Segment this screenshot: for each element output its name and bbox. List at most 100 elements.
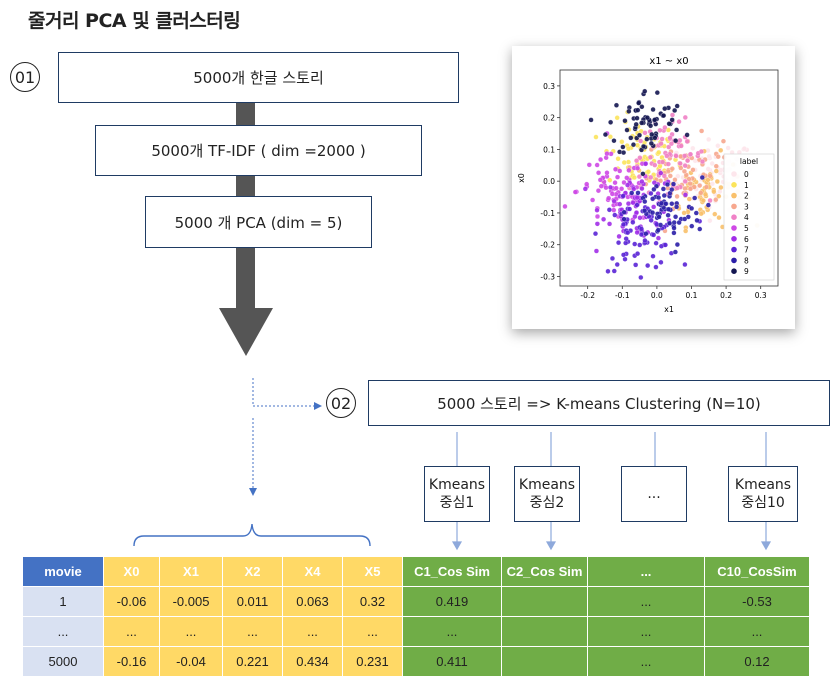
scatter-point	[633, 262, 639, 268]
legend-entry: 4	[744, 213, 749, 222]
scatter-point	[668, 141, 674, 147]
scatter-point	[625, 182, 631, 188]
scatter-point	[682, 216, 688, 222]
scatter-point	[635, 251, 641, 257]
legend-title: label	[740, 157, 758, 166]
cell-x2: ...	[222, 616, 283, 647]
scatter-point	[698, 148, 705, 155]
scatter-point	[676, 119, 682, 125]
cell-c1: ...	[402, 616, 502, 647]
scatter-point	[652, 117, 658, 123]
scatter-point	[662, 106, 668, 112]
scatter-point	[650, 253, 656, 259]
header-ellipsis: ...	[587, 556, 705, 587]
scatter-point	[645, 169, 651, 175]
scatter-point	[607, 134, 613, 140]
scatter-point	[713, 163, 719, 169]
scatter-point	[631, 174, 637, 181]
header-c2: C2_Cos Sim	[501, 556, 588, 587]
scatter-point	[616, 233, 622, 239]
scatter-point	[643, 231, 649, 237]
scatter-point	[712, 211, 718, 217]
scatter-point	[649, 131, 655, 138]
scatter-point	[607, 184, 614, 190]
scatter-point	[627, 206, 633, 212]
scatter-point	[648, 123, 654, 129]
scatter-point	[674, 127, 680, 133]
scatter-point	[648, 140, 654, 146]
scatter-point	[669, 112, 676, 118]
scatter-point	[619, 186, 625, 192]
scatter-point	[584, 181, 590, 187]
scatter-point	[611, 138, 617, 144]
scatter-point	[658, 200, 664, 206]
step-2-number: 02	[326, 388, 356, 418]
scatter-point	[673, 153, 679, 159]
center-ellipsis-text: ...	[647, 486, 661, 502]
scatter-point	[686, 176, 692, 182]
scatter-point	[709, 160, 715, 167]
scatter-point	[705, 177, 711, 183]
scatter-point	[604, 170, 610, 176]
legend-marker	[731, 214, 737, 220]
scatter-point	[672, 177, 678, 183]
x-tick-label: -0.1	[615, 291, 630, 300]
scatter-point	[617, 168, 623, 174]
scatter-point	[658, 222, 664, 228]
scatter-point	[706, 153, 712, 159]
scatter-point	[625, 201, 632, 207]
scatter-point	[673, 214, 679, 220]
header-x0: X0	[103, 556, 160, 587]
scatter-point	[693, 210, 699, 216]
scatter-point	[674, 242, 680, 248]
scatter-point	[592, 231, 599, 237]
scatter-point	[674, 204, 680, 210]
scatter-point	[655, 235, 661, 241]
scatter-point	[614, 174, 621, 180]
cell-x1: -0.04	[159, 646, 223, 677]
x-axis-label: x1	[664, 305, 674, 314]
scatter-point	[694, 217, 700, 223]
scatter-point	[661, 173, 667, 179]
scatter-point	[674, 185, 680, 191]
scatter-point	[639, 186, 645, 192]
kmeans-center-ellipsis: ...	[621, 466, 687, 522]
cell-x4: 0.063	[282, 586, 343, 617]
cell-x1: ...	[159, 616, 223, 647]
scatter-point	[615, 156, 621, 162]
scatter-point	[686, 196, 692, 202]
step-1-number: 01	[10, 62, 40, 92]
scatter-point	[612, 180, 618, 186]
scatter-point	[637, 155, 643, 161]
scatter-point	[611, 207, 617, 213]
y-tick-label: -0.1	[540, 209, 555, 218]
chart-title: x1 ~ x0	[649, 56, 688, 67]
scatter-point	[703, 184, 709, 190]
scatter-point	[643, 161, 649, 167]
y-tick-label: 0.1	[543, 145, 555, 154]
down-arrow-icon	[219, 308, 273, 356]
legend-marker	[731, 192, 737, 199]
scatter-point	[613, 102, 620, 108]
scatter-point	[605, 268, 611, 274]
header-movie: movie	[22, 556, 104, 587]
scatter-point	[632, 214, 638, 220]
scatter-point	[650, 196, 656, 202]
scatter-point	[684, 132, 690, 138]
scatter-point	[625, 146, 632, 152]
scatter-point	[629, 190, 635, 196]
scatter-point	[705, 166, 711, 172]
scatter-point	[658, 259, 664, 265]
kmeans-center-10: Kmeans 중심10	[728, 466, 798, 522]
scatter-point	[635, 165, 641, 171]
scatter-point	[697, 226, 703, 232]
scatter-point	[586, 162, 592, 168]
stories-box: 5000개 한글 스토리	[58, 52, 459, 103]
center-2-line1: Kmeans	[518, 477, 576, 493]
scatter-point	[656, 149, 662, 155]
scatter-point	[715, 154, 721, 160]
scatter-point	[594, 213, 601, 220]
result-table: movie X0 X1 X2 X4 X5 C1_Cos Sim C2_Cos S…	[22, 556, 810, 677]
scatter-point	[707, 173, 713, 179]
scatter-point	[707, 218, 713, 224]
